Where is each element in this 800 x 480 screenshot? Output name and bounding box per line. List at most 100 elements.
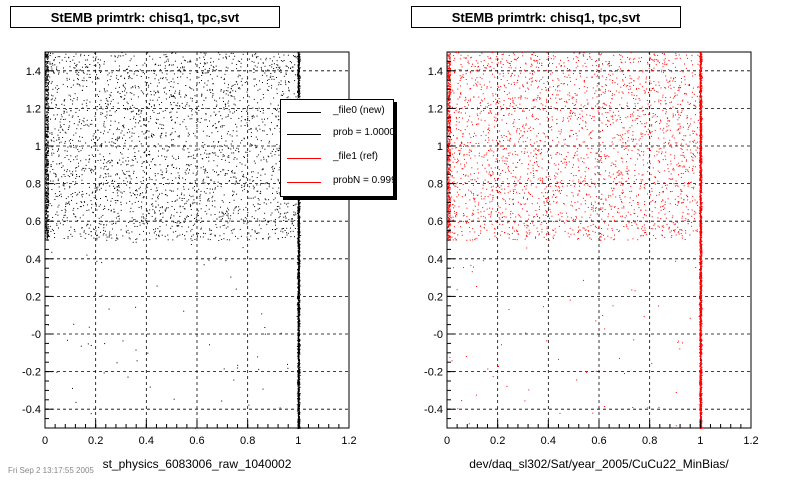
data-point [256, 66, 258, 68]
data-point [191, 239, 193, 241]
data-point [244, 164, 246, 166]
data-point [114, 120, 116, 122]
data-point [282, 60, 284, 62]
data-point [218, 121, 220, 123]
data-point [224, 224, 226, 226]
data-point [96, 106, 98, 107]
data-point [179, 206, 181, 208]
data-point [188, 151, 190, 153]
data-point [197, 233, 199, 235]
data-point [298, 72, 300, 74]
data-point [111, 159, 113, 161]
data-point [121, 153, 123, 155]
data-point [206, 213, 208, 215]
data-point [206, 62, 208, 64]
data-point [194, 189, 195, 191]
data-point [253, 68, 255, 70]
data-point [284, 236, 286, 238]
data-point [78, 109, 80, 111]
data-point [267, 238, 269, 240]
data-point [47, 86, 49, 88]
data-point [214, 99, 216, 101]
data-point [229, 180, 230, 181]
data-point [244, 157, 245, 158]
data-point [57, 179, 59, 181]
data-point [297, 312, 299, 314]
data-point [297, 366, 299, 368]
data-point [298, 362, 299, 363]
data-point [45, 84, 47, 86]
data-point [298, 196, 299, 198]
data-point [187, 216, 189, 217]
data-point [141, 166, 143, 167]
data-point [47, 131, 49, 133]
data-point [298, 270, 300, 272]
data-point [116, 110, 117, 111]
data-point [62, 184, 64, 186]
data-point [89, 101, 91, 103]
data-point [119, 146, 121, 147]
data-point [167, 239, 169, 241]
data-point [157, 64, 159, 66]
data-point [196, 236, 198, 238]
data-point [209, 89, 211, 91]
data-point [164, 87, 166, 89]
data-point [262, 109, 264, 111]
data-point [223, 214, 225, 216]
data-point [81, 227, 83, 229]
data-point [269, 58, 271, 60]
data-point [83, 77, 85, 79]
data-point [177, 188, 179, 190]
data-point [49, 225, 51, 227]
data-point [81, 179, 83, 181]
data-point [299, 320, 301, 322]
data-point [211, 78, 213, 80]
data-point [190, 155, 192, 157]
data-point [177, 225, 179, 227]
data-point [170, 104, 172, 106]
data-point [227, 102, 229, 104]
data-point [299, 87, 301, 89]
data-point [192, 195, 194, 197]
data-point [298, 376, 300, 378]
data-point [297, 321, 299, 322]
data-point [52, 180, 54, 182]
data-point [185, 95, 187, 97]
data-point [239, 179, 241, 181]
data-point [210, 179, 212, 181]
data-point [205, 97, 207, 99]
data-point [299, 250, 301, 252]
data-point [144, 125, 146, 127]
data-point [86, 193, 88, 195]
data-point [50, 166, 52, 168]
data-point [236, 126, 238, 128]
data-point [108, 97, 110, 98]
data-point [120, 209, 122, 211]
data-point [76, 128, 78, 130]
data-point [244, 119, 246, 121]
data-point [183, 146, 185, 148]
data-point [297, 82, 299, 84]
data-point [148, 77, 150, 79]
data-point [102, 208, 104, 210]
data-point [132, 160, 134, 161]
data-point [88, 125, 90, 127]
data-point [219, 235, 221, 237]
data-point [106, 114, 108, 116]
data-point [162, 177, 164, 179]
data-point [267, 90, 269, 91]
data-point [181, 200, 183, 201]
data-point [298, 346, 300, 348]
data-point [186, 200, 188, 202]
data-point [230, 91, 232, 93]
data-point [101, 143, 103, 145]
data-point [57, 56, 59, 58]
data-point [191, 108, 193, 110]
data-point [278, 82, 280, 84]
data-point [72, 115, 74, 117]
data-point [169, 96, 170, 98]
data-point [54, 237, 56, 238]
data-point [175, 167, 177, 169]
data-point [75, 181, 77, 183]
data-point [297, 317, 299, 319]
